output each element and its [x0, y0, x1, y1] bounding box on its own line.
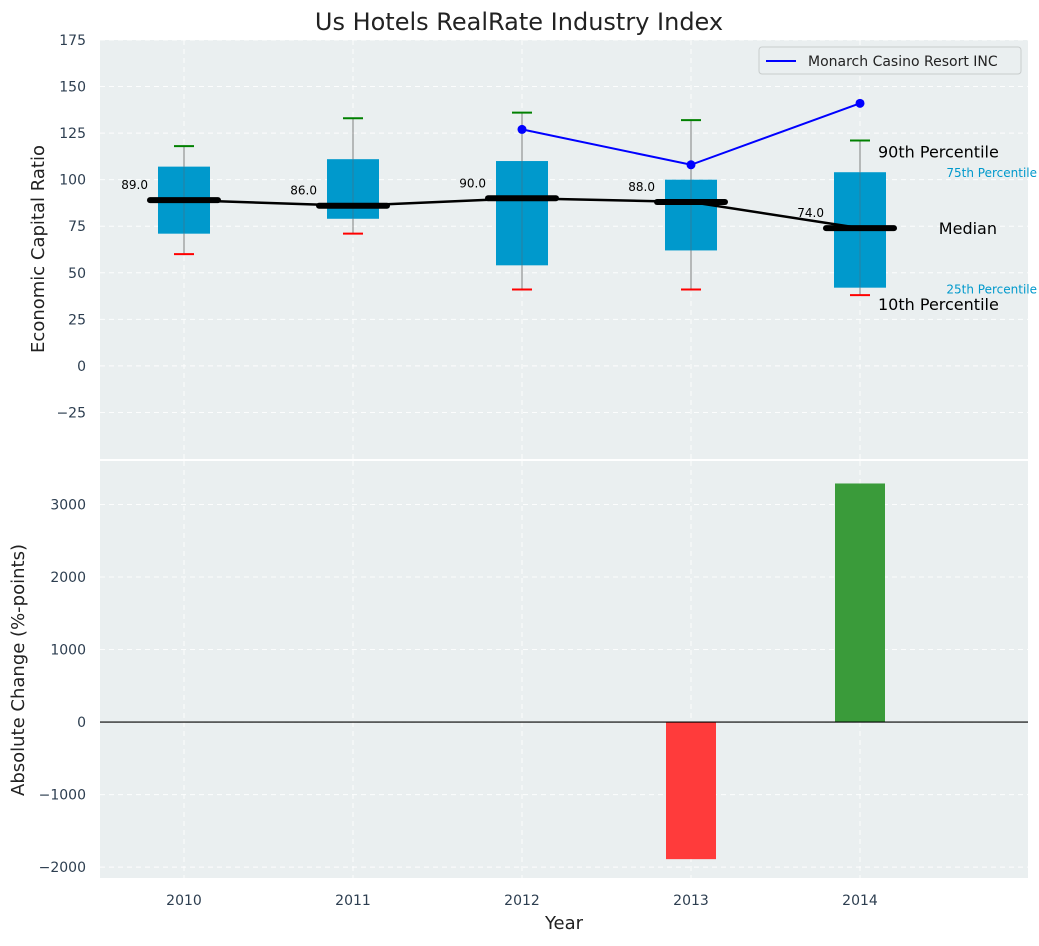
median-value-label: 86.0	[290, 184, 317, 198]
legend-box	[758, 46, 1022, 75]
company-series-point	[855, 98, 865, 108]
bottom-y-tick-label: 1000	[50, 643, 86, 659]
bottom-y-tick-label: −2000	[39, 860, 86, 876]
top-y-tick-label: 50	[68, 266, 86, 282]
bottom-y-axis-label: Absolute Change (%-points)	[8, 544, 29, 796]
annotation-25th: 25th Percentile	[946, 283, 1037, 297]
bottom-y-tick-label: 3000	[50, 498, 86, 514]
top-plot-area	[100, 40, 1028, 459]
change-bar	[835, 483, 885, 723]
bottom-plot-area	[100, 461, 1028, 878]
company-series-point	[517, 124, 527, 134]
top-y-tick-label: 25	[68, 312, 86, 328]
top-y-tick-label: 75	[68, 219, 86, 235]
annotation-90th: 90th Percentile	[878, 143, 999, 162]
x-tick-label: 2010	[166, 893, 202, 909]
change-bar	[666, 722, 716, 860]
median-value-label: 90.0	[459, 176, 486, 190]
legend: Monarch Casino Resort INC	[758, 46, 1022, 75]
x-tick-label: 2012	[504, 893, 540, 909]
median-value-label: 89.0	[121, 178, 148, 192]
bottom-y-tick-label: 0	[77, 715, 86, 731]
x-tick-label: 2014	[842, 893, 878, 909]
top-y-tick-label: 0	[77, 359, 86, 375]
annotation-10th: 10th Percentile	[878, 295, 999, 314]
legend-label: Monarch Casino Resort INC	[808, 54, 998, 70]
x-tick-label: 2011	[335, 893, 371, 909]
median-value-label: 74.0	[797, 206, 824, 220]
x-axis-label: Year	[544, 913, 584, 934]
chart-title: Us Hotels RealRate Industry Index	[315, 8, 723, 36]
bottom-y-tick-label: 2000	[50, 570, 86, 586]
median-value-label: 88.0	[628, 180, 655, 194]
annotation-median: Median	[939, 219, 997, 238]
top-y-tick-label: 100	[59, 173, 86, 189]
top-y-tick-label: 125	[59, 126, 86, 142]
text-layer: Us Hotels RealRate Industry Index Econom…	[8, 8, 1037, 934]
bottom-y-tick-label: −1000	[39, 788, 86, 804]
top-y-tick-label: 150	[59, 80, 86, 96]
top-y-axis-label: Economic Capital Ratio	[28, 145, 49, 353]
company-series-point	[686, 160, 696, 170]
x-tick-label: 2013	[673, 893, 709, 909]
marks-layer	[100, 98, 1028, 860]
top-y-tick-label: 175	[59, 33, 86, 49]
top-y-tick-label: −25	[56, 405, 86, 421]
annotation-75th: 75th Percentile	[946, 166, 1037, 180]
